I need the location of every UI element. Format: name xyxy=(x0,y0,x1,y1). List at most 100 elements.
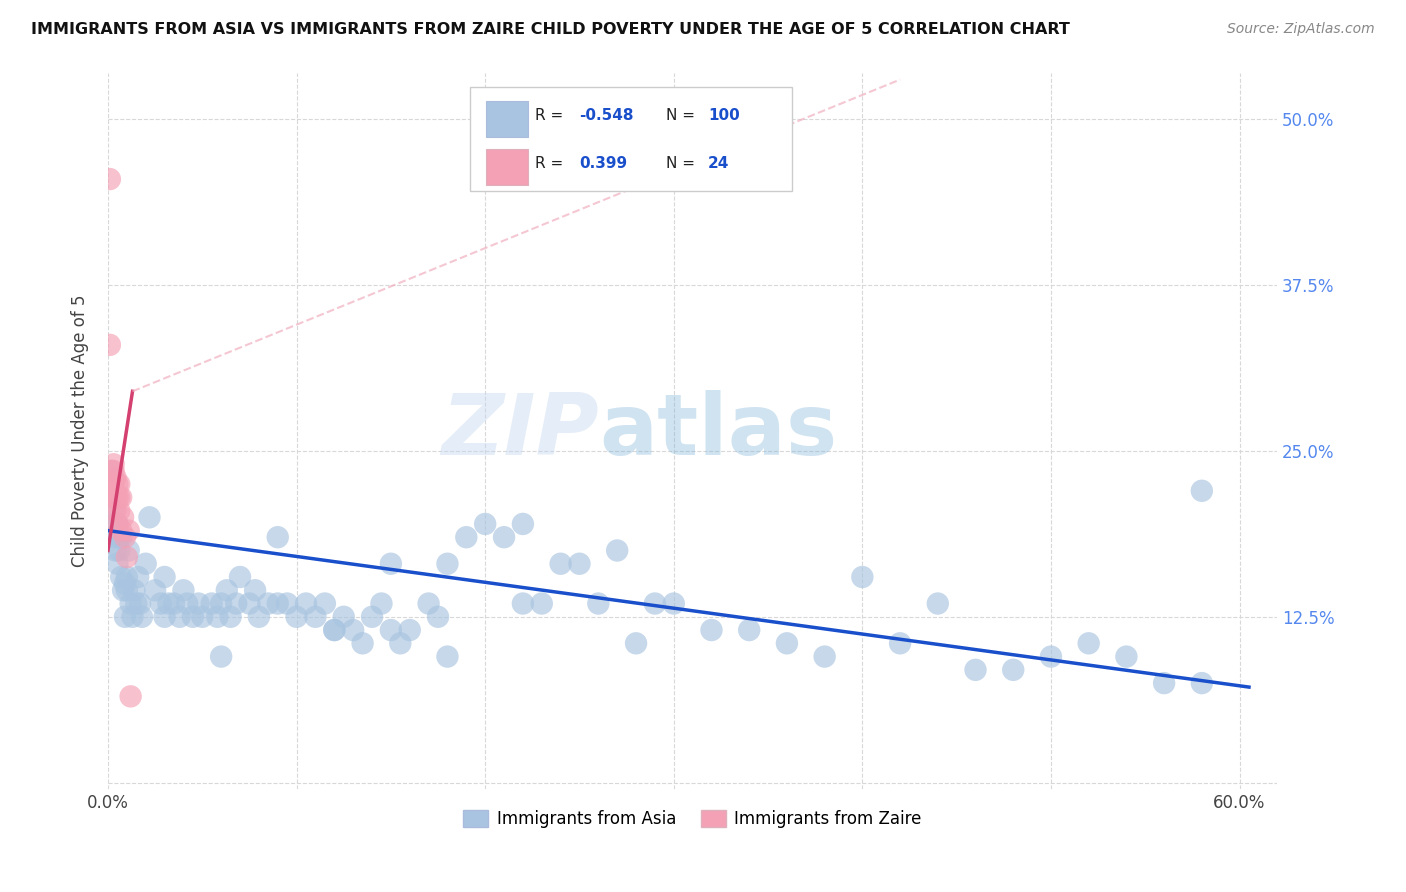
Point xyxy=(225,597,247,611)
Point xyxy=(927,597,949,611)
Point xyxy=(191,609,214,624)
Point xyxy=(100,516,122,531)
Point xyxy=(107,477,129,491)
Point xyxy=(125,597,148,611)
Point xyxy=(209,597,232,611)
Point xyxy=(157,597,180,611)
Text: N =: N = xyxy=(665,156,704,171)
Point xyxy=(103,457,125,471)
Point xyxy=(530,597,553,611)
Point xyxy=(112,583,135,598)
Point xyxy=(110,570,132,584)
Point xyxy=(814,649,837,664)
Point xyxy=(229,570,252,584)
Point xyxy=(163,597,186,611)
Point xyxy=(1191,483,1213,498)
Text: IMMIGRANTS FROM ASIA VS IMMIGRANTS FROM ZAIRE CHILD POVERTY UNDER THE AGE OF 5 C: IMMIGRANTS FROM ASIA VS IMMIGRANTS FROM … xyxy=(31,22,1070,37)
FancyBboxPatch shape xyxy=(471,87,792,191)
Text: N =: N = xyxy=(665,108,700,122)
Text: 24: 24 xyxy=(707,156,730,171)
Point xyxy=(187,597,209,611)
Point xyxy=(700,623,723,637)
Point xyxy=(115,583,138,598)
Legend: Immigrants from Asia, Immigrants from Zaire: Immigrants from Asia, Immigrants from Za… xyxy=(457,803,928,835)
Point xyxy=(98,338,121,352)
Point xyxy=(1002,663,1025,677)
Text: -0.548: -0.548 xyxy=(579,108,634,122)
Point xyxy=(104,470,127,484)
Point xyxy=(153,570,176,584)
Point xyxy=(370,597,392,611)
Point xyxy=(1039,649,1062,664)
Point xyxy=(112,510,135,524)
Point xyxy=(257,597,280,611)
Text: Source: ZipAtlas.com: Source: ZipAtlas.com xyxy=(1227,22,1375,37)
Point xyxy=(121,609,143,624)
Point xyxy=(104,491,127,505)
Point xyxy=(380,557,402,571)
Point xyxy=(104,504,127,518)
Point xyxy=(108,504,131,518)
Point xyxy=(644,597,666,611)
Point xyxy=(512,516,534,531)
Point xyxy=(103,491,125,505)
FancyBboxPatch shape xyxy=(485,101,527,136)
Point xyxy=(108,477,131,491)
Point xyxy=(108,543,131,558)
Point xyxy=(361,609,384,624)
Point xyxy=(1077,636,1099,650)
Point xyxy=(550,557,572,571)
Point xyxy=(135,557,157,571)
Point xyxy=(352,636,374,650)
Point xyxy=(332,609,354,624)
Point xyxy=(219,609,242,624)
Point xyxy=(127,570,149,584)
Point xyxy=(456,530,478,544)
Point xyxy=(181,609,204,624)
Point xyxy=(215,583,238,598)
Point xyxy=(110,524,132,538)
Point xyxy=(606,543,628,558)
Point xyxy=(1115,649,1137,664)
Point xyxy=(114,530,136,544)
Point xyxy=(107,557,129,571)
Point xyxy=(568,557,591,571)
Text: atlas: atlas xyxy=(599,390,838,473)
Point xyxy=(738,623,761,637)
Point xyxy=(247,609,270,624)
Point xyxy=(1191,676,1213,690)
Point xyxy=(110,530,132,544)
Point xyxy=(662,597,685,611)
Point xyxy=(238,597,260,611)
Text: R =: R = xyxy=(534,108,568,122)
Point xyxy=(103,477,125,491)
Point xyxy=(107,491,129,505)
Point xyxy=(129,597,152,611)
Point xyxy=(207,609,229,624)
Text: ZIP: ZIP xyxy=(441,390,599,473)
Point xyxy=(285,609,308,624)
Point xyxy=(492,530,515,544)
Point xyxy=(427,609,450,624)
Point xyxy=(100,464,122,478)
Point xyxy=(588,597,610,611)
Point xyxy=(169,609,191,624)
Point xyxy=(267,530,290,544)
Point xyxy=(103,530,125,544)
Y-axis label: Child Poverty Under the Age of 5: Child Poverty Under the Age of 5 xyxy=(72,295,89,567)
Point xyxy=(115,550,138,565)
Point xyxy=(243,583,266,598)
Point xyxy=(209,649,232,664)
Text: 0.399: 0.399 xyxy=(579,156,627,171)
Point xyxy=(103,504,125,518)
Point xyxy=(131,609,153,624)
Point xyxy=(436,557,458,571)
Point xyxy=(342,623,364,637)
FancyBboxPatch shape xyxy=(485,149,527,185)
Point xyxy=(124,583,146,598)
Point xyxy=(98,464,121,478)
Point xyxy=(304,609,326,624)
Point xyxy=(138,510,160,524)
Point xyxy=(398,623,420,637)
Point xyxy=(118,543,141,558)
